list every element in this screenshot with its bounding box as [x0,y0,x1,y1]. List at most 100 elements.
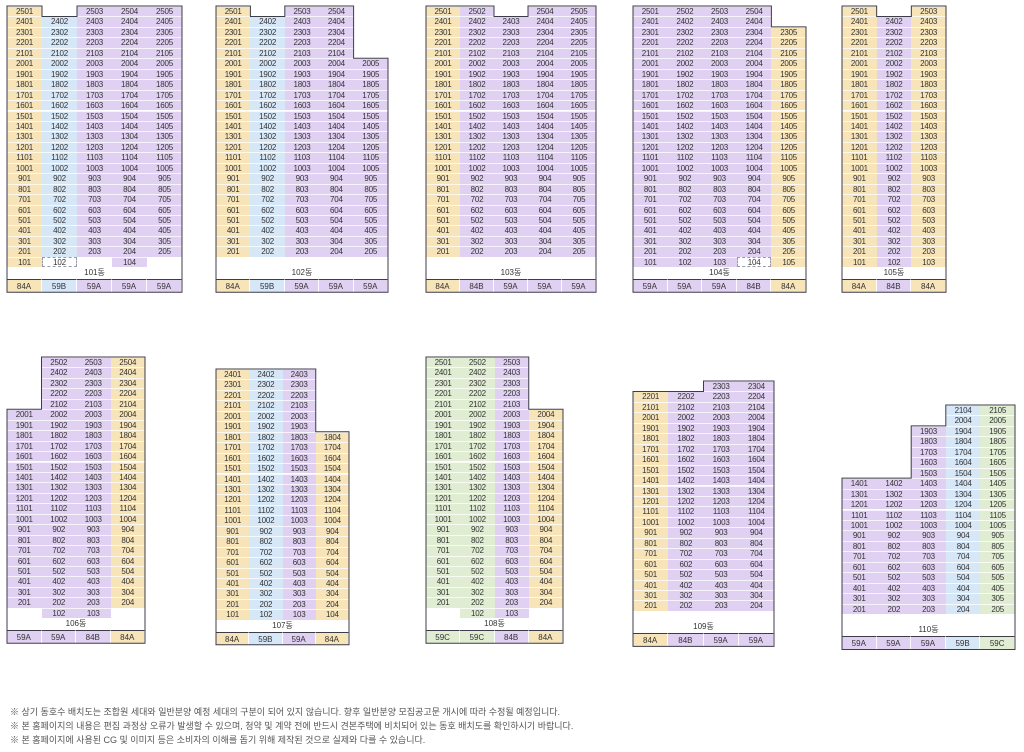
unit-cell: 102 [42,256,77,268]
unit-cell: 302 [668,590,704,601]
unit-cell: 1602 [42,100,77,111]
unit-cell: 1102 [42,152,77,163]
unit-cell: 702 [876,551,912,562]
unit-cell: 1403 [284,120,320,132]
unit-cell: 902 [249,525,283,537]
unit-cell: 905 [353,173,388,184]
unit-cell: 1502 [460,461,495,472]
unit-type-label: 59B [249,631,283,645]
unit-cell: 1803 [284,79,320,90]
unit-cell: 2001 [842,58,877,69]
unit-cell: 2505 [562,6,596,17]
unit-cell: 302 [41,586,76,598]
unit-cell: 2101 [216,400,250,411]
unit-cell: 403 [77,225,112,236]
unit-cell: 203 [282,598,316,610]
unit-cell: 1303 [284,131,320,142]
unit-cell: 2302 [460,377,495,389]
unit-cell: 1204 [110,492,145,504]
unit-cell: 801 [426,183,460,195]
unit-cell: 1902 [668,422,704,434]
unit-cell: 1203 [284,141,320,153]
unit-cell: 1902 [41,419,76,431]
unit-cell: 1303 [494,482,529,493]
unit-cell: 801 [842,183,877,195]
unit-cell: 2105 [771,47,806,59]
unit-cell: 304 [528,235,562,247]
unit-cell: 301 [7,235,42,247]
unit-cell: 1302 [460,482,495,493]
unit-cell: 1604 [528,451,563,462]
unit-cell: 1503 [77,110,112,121]
unit-cell: 403 [911,225,946,236]
unit-cell: 2103 [284,47,320,59]
unit-cell: 202 [460,246,494,257]
unit-cell: 1104 [528,152,562,163]
unit-cell: 405 [353,225,388,236]
unit-cell: 2202 [42,37,77,48]
unit-cell: 802 [250,183,285,195]
unit-cell: 1703 [282,442,316,453]
unit-cell: 605 [771,204,806,215]
unit-type-label: 84B [460,279,494,293]
unit-cell: 1704 [528,440,563,452]
unit-cell: 1703 [494,440,529,452]
unit-cell: 401 [216,578,250,589]
unit-type-label: 84B [494,630,529,644]
unit-cell: 1501 [842,110,877,121]
unit-cell: 2202 [249,389,283,401]
unit-cell: 1104 [319,152,354,163]
unit-type-label: 59C [460,630,495,644]
unit-cell: 2403 [702,16,737,27]
unit-cell: 1702 [876,89,912,101]
unit-cell: 201 [633,600,669,611]
unit-cell: 1703 [911,89,946,101]
building-10: 1401 1301 1201 1101 1001 901 801 701 601 501 401 30… [841,404,1016,650]
unit-cell: 2002 [250,58,285,69]
unit-cell: 2204 [736,37,772,48]
unit-cell: 804 [112,183,147,195]
unit-cell: 2301 [426,377,461,389]
unit-cell: 201 [842,603,877,614]
unit-cell: 1402 [876,120,912,132]
unit-cell: 202 [250,246,285,257]
unit-cell: 1401 [842,120,877,132]
unit-cell: 604 [319,204,354,215]
unit-cell: 2101 [216,47,251,59]
unit-cell: 1903 [282,421,316,432]
unit-cell: 402 [668,579,704,590]
unit-cell: 203 [494,597,529,608]
unit-cell: 203 [494,246,528,257]
unit-cell: 605 [147,204,182,215]
unit-cell: 1903 [911,425,946,437]
unit-cell: 401 [7,225,42,236]
unit-cell: 1305 [562,131,596,142]
unit-cell: 2204 [110,388,145,399]
unit-cell: 2203 [703,391,739,402]
unit-cell: 1002 [667,162,703,174]
unit-cell: 2201 [842,37,877,48]
unit-cell: 1202 [876,141,912,153]
unit-cell: 1501 [7,110,42,121]
unit-cell: 1601 [426,451,461,462]
unit-cell: 1701 [426,89,460,101]
unit-cell: 1003 [284,162,320,174]
unit-cell: 204 [319,246,354,257]
unit-cell: 203 [703,600,739,611]
unit-cell: 803 [703,537,739,549]
unit-cell: 1504 [945,467,981,479]
unit-cell: 602 [460,204,494,215]
unit-cell: 605 [980,561,1015,573]
unit-cell: 904 [736,173,772,184]
unit-cell: 301 [216,588,250,599]
unit-cell: 1703 [911,446,946,458]
unit-cell: 705 [147,194,182,205]
unit-cell: 1304 [528,131,562,142]
unit-type-label: 84A [426,279,460,293]
unit-cell: 702 [250,194,285,205]
unit-cell: 1204 [315,494,349,505]
unit-cell: 504 [945,572,981,583]
unit-cell: 1403 [76,471,111,483]
unit-cell: 2101 [426,398,461,410]
unit-cell: 501 [633,215,668,226]
